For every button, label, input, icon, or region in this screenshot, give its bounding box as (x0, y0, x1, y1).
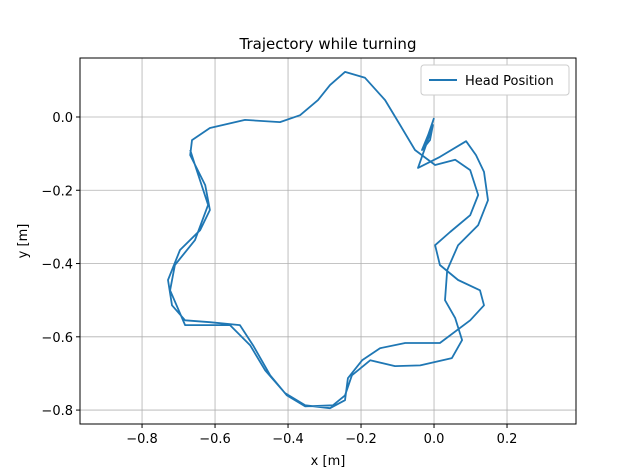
data-line (167, 71, 489, 410)
y-tick-label: −0.6 (41, 331, 73, 346)
x-axis-label: x [m] (311, 454, 346, 469)
x-tick-label: 0.2 (497, 432, 518, 447)
x-tick-label: 0.0 (424, 432, 445, 447)
plot-frame (79, 57, 577, 425)
x-tick-label: −0.2 (345, 432, 377, 447)
chart-title: Trajectory while turning (239, 35, 417, 53)
x-tick-label: −0.8 (126, 432, 158, 447)
y-tick-label: −0.2 (41, 184, 73, 199)
y-axis-label: y [m] (16, 224, 31, 259)
y-tick-label: 0.0 (52, 111, 73, 126)
legend-box (420, 64, 570, 96)
legend-label: Head Position (465, 74, 554, 89)
x-tick-label: −0.4 (272, 432, 304, 447)
y-tick-label: −0.8 (41, 404, 73, 419)
x-tick-label: −0.6 (199, 432, 231, 447)
y-tick-label: −0.4 (41, 258, 73, 273)
